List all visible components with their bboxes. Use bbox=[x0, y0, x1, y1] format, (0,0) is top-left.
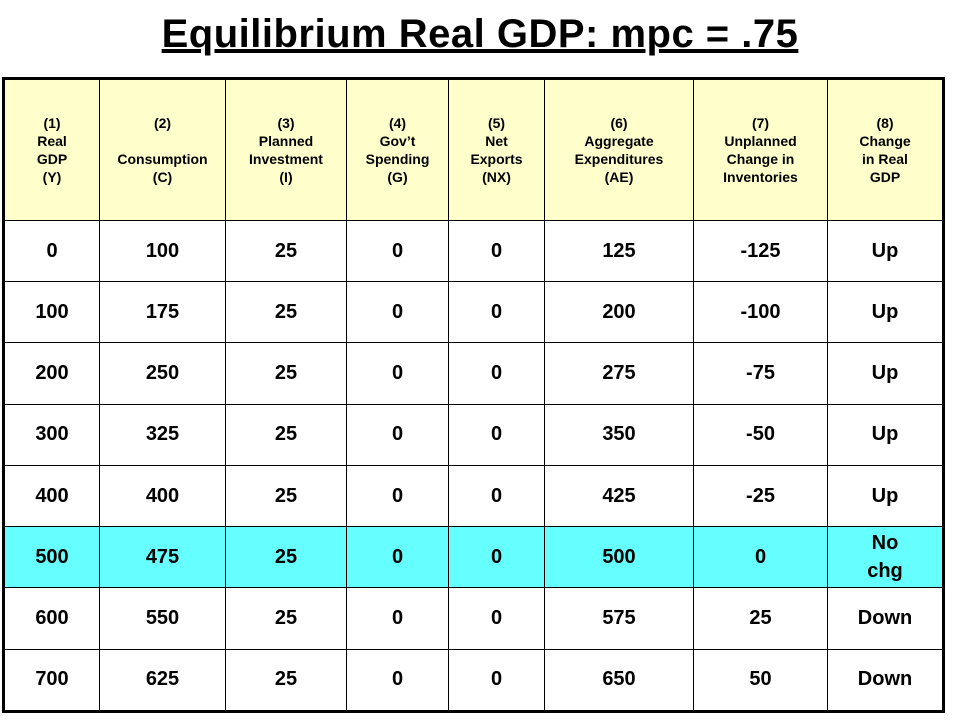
cell-govt-spending: 0 bbox=[346, 587, 449, 650]
cell-real-gdp: 500 bbox=[3, 526, 100, 589]
cell-net-exports: 0 bbox=[448, 281, 545, 344]
equilibrium-row: 500 475 25 0 0 500 0 No chg bbox=[3, 526, 944, 589]
cell-change-in-real-gdp: Up bbox=[827, 403, 944, 466]
cell-real-gdp: 300 bbox=[3, 403, 100, 466]
cell-change-in-real-gdp: Up bbox=[827, 464, 944, 528]
cell-govt-spending: 0 bbox=[346, 281, 449, 344]
cell-govt-spending: 0 bbox=[346, 342, 449, 405]
cell-real-gdp: 400 bbox=[3, 464, 100, 528]
cell-aggregate-expenditures: 425 bbox=[544, 464, 694, 528]
cell-real-gdp: 700 bbox=[3, 648, 100, 713]
table-row: 600 550 25 0 0 575 25 Down bbox=[3, 587, 944, 650]
cell-net-exports: 0 bbox=[448, 648, 545, 713]
cell-real-gdp: 100 bbox=[3, 281, 100, 344]
cell-change-in-real-gdp: Up bbox=[827, 219, 944, 283]
page-title: Equilibrium Real GDP: mpc = .75 bbox=[161, 12, 799, 56]
cell-real-gdp: 200 bbox=[3, 342, 100, 405]
cell-aggregate-expenditures: 275 bbox=[544, 342, 694, 405]
cell-planned-investment: 25 bbox=[225, 526, 347, 589]
header-net-exports: (5) Net Exports (NX) bbox=[448, 78, 545, 221]
cell-change-in-real-gdp: Up bbox=[827, 342, 944, 405]
header-change-in-real-gdp: (8) Change in Real GDP bbox=[827, 78, 944, 221]
cell-aggregate-expenditures: 575 bbox=[544, 587, 694, 650]
cell-planned-investment: 25 bbox=[225, 281, 347, 344]
table-row: 0 100 25 0 0 125 -125 Up bbox=[3, 219, 944, 283]
cell-aggregate-expenditures: 650 bbox=[544, 648, 694, 713]
cell-planned-investment: 25 bbox=[225, 587, 347, 650]
cell-planned-investment: 25 bbox=[225, 648, 347, 713]
cell-aggregate-expenditures: 350 bbox=[544, 403, 694, 466]
cell-aggregate-expenditures: 500 bbox=[544, 526, 694, 589]
header-aggregate-expenditures: (6) Aggregate Expenditures (AE) bbox=[544, 78, 694, 221]
header-unplanned-inventories: (7) Unplanned Change in Inventories bbox=[693, 78, 828, 221]
cell-unplanned-inventories: 25 bbox=[693, 587, 828, 650]
cell-consumption: 175 bbox=[99, 281, 226, 344]
cell-real-gdp: 600 bbox=[3, 587, 100, 650]
header-consumption: (2) Consumption (C) bbox=[99, 78, 226, 221]
table-row: 700 625 25 0 0 650 50 Down bbox=[3, 648, 944, 713]
cell-unplanned-inventories: -125 bbox=[693, 219, 828, 283]
cell-unplanned-inventories: -50 bbox=[693, 403, 828, 466]
cell-unplanned-inventories: -100 bbox=[693, 281, 828, 344]
cell-change-in-real-gdp: Up bbox=[827, 281, 944, 344]
cell-unplanned-inventories: 0 bbox=[693, 526, 828, 589]
cell-planned-investment: 25 bbox=[225, 342, 347, 405]
header-planned-investment: (3) Planned Investment (I) bbox=[225, 78, 347, 221]
cell-real-gdp: 0 bbox=[3, 219, 100, 283]
cell-change-in-real-gdp: No chg bbox=[827, 526, 944, 589]
cell-planned-investment: 25 bbox=[225, 219, 347, 283]
cell-net-exports: 0 bbox=[448, 342, 545, 405]
table-row: 400 400 25 0 0 425 -25 Up bbox=[3, 464, 944, 528]
cell-consumption: 325 bbox=[99, 403, 226, 466]
equilibrium-gdp-table: (1) Real GDP (Y) (2) Consumption (C) (3)… bbox=[2, 77, 945, 713]
cell-net-exports: 0 bbox=[448, 464, 545, 528]
cell-net-exports: 0 bbox=[448, 219, 545, 283]
cell-govt-spending: 0 bbox=[346, 526, 449, 589]
cell-net-exports: 0 bbox=[448, 403, 545, 466]
table-row: 100 175 25 0 0 200 -100 Up bbox=[3, 281, 944, 344]
cell-aggregate-expenditures: 200 bbox=[544, 281, 694, 344]
cell-govt-spending: 0 bbox=[346, 648, 449, 713]
cell-change-in-real-gdp: Down bbox=[827, 587, 944, 650]
cell-govt-spending: 0 bbox=[346, 403, 449, 466]
header-real-gdp: (1) Real GDP (Y) bbox=[3, 78, 100, 221]
cell-govt-spending: 0 bbox=[346, 464, 449, 528]
cell-unplanned-inventories: -75 bbox=[693, 342, 828, 405]
cell-planned-investment: 25 bbox=[225, 403, 347, 466]
cell-consumption: 100 bbox=[99, 219, 226, 283]
cell-unplanned-inventories: -25 bbox=[693, 464, 828, 528]
cell-govt-spending: 0 bbox=[346, 219, 449, 283]
cell-consumption: 400 bbox=[99, 464, 226, 528]
cell-consumption: 625 bbox=[99, 648, 226, 713]
cell-net-exports: 0 bbox=[448, 526, 545, 589]
cell-consumption: 550 bbox=[99, 587, 226, 650]
table-row: 200 250 25 0 0 275 -75 Up bbox=[3, 342, 944, 405]
table-row: 300 325 25 0 0 350 -50 Up bbox=[3, 403, 944, 466]
cell-unplanned-inventories: 50 bbox=[693, 648, 828, 713]
cell-consumption: 250 bbox=[99, 342, 226, 405]
cell-consumption: 475 bbox=[99, 526, 226, 589]
cell-aggregate-expenditures: 125 bbox=[544, 219, 694, 283]
header-row: (1) Real GDP (Y) (2) Consumption (C) (3)… bbox=[3, 78, 944, 221]
cell-net-exports: 0 bbox=[448, 587, 545, 650]
cell-change-in-real-gdp: Down bbox=[827, 648, 944, 713]
cell-planned-investment: 25 bbox=[225, 464, 347, 528]
header-govt-spending: (4) Gov’t Spending (G) bbox=[346, 78, 449, 221]
